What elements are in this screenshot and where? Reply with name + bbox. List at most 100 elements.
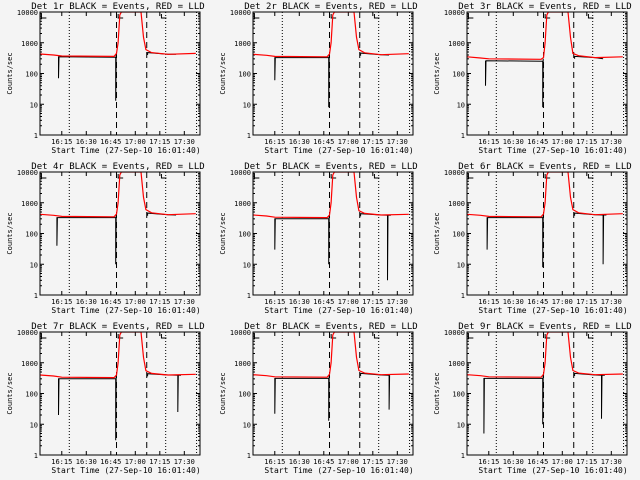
x-tick-label: 17:15 — [149, 138, 170, 146]
y-tick-label: 100 — [25, 231, 38, 239]
panel-title: Det 7r BLACK = Events, RED = LLD — [31, 322, 204, 332]
y-tick-label: 1 — [34, 132, 38, 140]
bracket-marker — [253, 334, 260, 339]
y-tick-label: 1 — [247, 132, 251, 140]
bracket-marker — [467, 334, 474, 339]
y-tick-label: 10 — [457, 421, 465, 429]
bracket-marker — [40, 14, 47, 19]
lld-series-line — [40, 12, 196, 58]
plot-frame — [466, 331, 628, 456]
x-tick-label: 16:30 — [503, 458, 524, 466]
plot-frame — [39, 171, 201, 296]
bracket-marker — [117, 174, 124, 179]
x-tick-label: 17:30 — [174, 138, 195, 146]
x-tick-label: 16:30 — [289, 298, 310, 306]
y-tick-label: 1 — [34, 292, 38, 300]
bracket-marker — [160, 14, 167, 19]
x-tick-label: 17:30 — [174, 298, 195, 306]
plot-frame — [252, 11, 414, 136]
x-tick-label: 17:30 — [387, 458, 408, 466]
panel-1: Det 1r BLACK = Events, RED = LLD Counts/s… — [6, 2, 205, 155]
y-tick-label: 10 — [243, 421, 251, 429]
plot-frame — [466, 11, 628, 136]
bracket-marker — [544, 14, 551, 19]
bracket-marker — [373, 174, 380, 179]
y-tick-label: 10000 — [444, 169, 465, 177]
x-tick-label: 17:00 — [338, 298, 359, 306]
x-tick-label: 16:15 — [478, 458, 499, 466]
y-tick-label: 10 — [457, 101, 465, 109]
x-tick-label: 17:15 — [576, 458, 597, 466]
bracket-marker — [587, 14, 594, 19]
y-axis-label: Counts/sec — [6, 372, 14, 414]
y-tick-label: 10000 — [230, 169, 251, 177]
x-tick-label: 16:30 — [289, 458, 310, 466]
x-tick-label: 17:30 — [174, 458, 195, 466]
x-tick-label: 17:00 — [125, 138, 146, 146]
panel-5: Det 5r BLACK = Events, RED = LLD Counts/s… — [219, 162, 418, 315]
y-tick-label: 1000 — [448, 40, 465, 48]
y-tick-label: 100 — [452, 391, 465, 399]
panel-4: Det 4r BLACK = Events, RED = LLD Counts/s… — [6, 162, 205, 315]
x-tick-label: 16:30 — [76, 458, 97, 466]
x-axis-label: Start Time (27-Sep-10 16:01:40) — [264, 306, 413, 315]
y-axis-label: Counts/sec — [219, 212, 227, 254]
events-series-line — [274, 216, 330, 265]
x-tick-label: 17:00 — [552, 138, 573, 146]
bracket-marker — [330, 174, 337, 179]
y-tick-label: 10000 — [17, 329, 38, 337]
y-tick-label: 1 — [247, 292, 251, 300]
y-tick-label: 100 — [238, 391, 251, 399]
y-tick-label: 1000 — [21, 200, 38, 208]
x-axis-label: Start Time (27-Sep-10 16:01:40) — [51, 146, 200, 155]
panel-3: Det 3r BLACK = Events, RED = LLD Counts/s… — [433, 2, 632, 155]
x-tick-label: 16:15 — [51, 138, 72, 146]
y-tick-label: 1000 — [21, 40, 38, 48]
panel-title: Det 9r BLACK = Events, RED = LLD — [458, 322, 631, 332]
x-tick-label: 16:15 — [264, 138, 285, 146]
y-tick-label: 1000 — [234, 360, 251, 368]
y-tick-label: 10 — [30, 421, 38, 429]
events-series-line — [360, 213, 391, 281]
panel-title: Det 5r BLACK = Events, RED = LLD — [244, 162, 417, 172]
x-tick-label: 17:00 — [338, 138, 359, 146]
lld-series-line — [40, 172, 196, 218]
y-tick-label: 10 — [457, 261, 465, 269]
x-tick-label: 17:00 — [338, 458, 359, 466]
x-tick-label: 17:15 — [576, 298, 597, 306]
y-axis-label: Counts/sec — [6, 212, 14, 254]
lld-series-line — [253, 12, 409, 58]
y-tick-label: 10 — [30, 261, 38, 269]
x-tick-label: 16:45 — [527, 298, 548, 306]
events-series-line — [360, 372, 391, 410]
panel-9: Det 9r BLACK = Events, RED = LLD Counts/s… — [433, 322, 632, 475]
x-tick-label: 16:45 — [313, 138, 334, 146]
bracket-marker — [544, 174, 551, 179]
events-series-line — [274, 375, 330, 421]
x-tick-label: 17:00 — [125, 458, 146, 466]
lld-series-line — [467, 332, 623, 378]
x-tick-label: 16:45 — [527, 458, 548, 466]
y-tick-label: 1000 — [448, 200, 465, 208]
x-tick-label: 16:30 — [289, 138, 310, 146]
events-series-line — [483, 375, 544, 434]
y-tick-label: 1 — [461, 132, 465, 140]
events-series-line — [147, 373, 181, 413]
y-tick-label: 1000 — [448, 360, 465, 368]
x-tick-label: 16:15 — [51, 298, 72, 306]
plot-frame — [252, 171, 414, 296]
lld-series-line — [467, 12, 623, 60]
y-tick-label: 10000 — [17, 9, 38, 17]
x-axis-label: Start Time (27-Sep-10 16:01:40) — [478, 146, 627, 155]
x-axis-label: Start Time (27-Sep-10 16:01:40) — [51, 306, 200, 315]
events-series-line — [58, 376, 117, 441]
lld-series-line — [467, 172, 623, 218]
panel-title: Det 6r BLACK = Events, RED = LLD — [458, 162, 631, 172]
bracket-marker — [467, 14, 474, 19]
x-tick-label: 17:15 — [362, 138, 383, 146]
panel-7: Det 7r BLACK = Events, RED = LLD Counts/s… — [6, 322, 205, 475]
y-tick-label: 100 — [452, 71, 465, 79]
x-tick-label: 16:45 — [313, 298, 334, 306]
y-tick-label: 100 — [452, 231, 465, 239]
y-tick-label: 100 — [238, 71, 251, 79]
